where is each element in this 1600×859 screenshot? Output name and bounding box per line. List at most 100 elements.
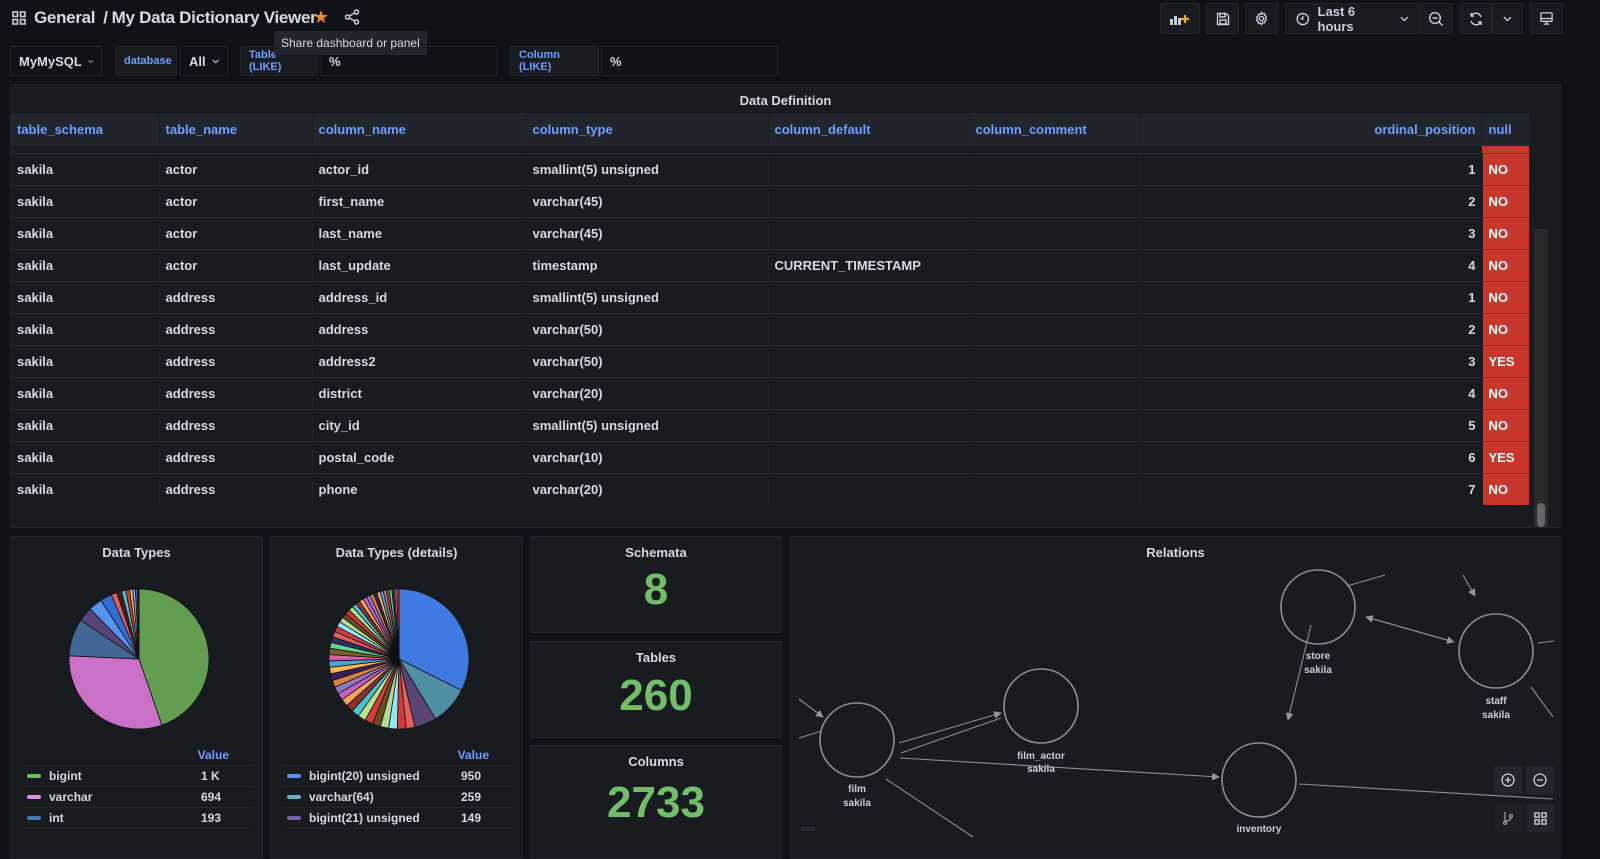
pie-slice[interactable] (137, 588, 140, 660)
time-range-picker[interactable]: Last 6 hours (1285, 3, 1420, 34)
relation-edge (898, 711, 1002, 744)
table-row[interactable]: sakila actor first_name varchar(45) 2 NO (11, 184, 1530, 217)
cell-column-name: address2 (312, 344, 527, 377)
cell-table-name: address (159, 472, 313, 505)
cell-table-schema: sakila (11, 152, 160, 185)
column-header[interactable]: table_schema (11, 113, 160, 146)
column-header[interactable]: table_name (159, 113, 313, 146)
table-row[interactable]: sakila actor last_name varchar(45) 3 NO (11, 216, 1530, 249)
cell-column-comment (969, 152, 1140, 185)
database-select[interactable]: All (180, 46, 228, 76)
chevron-down-icon (212, 58, 219, 63)
cell-column-type: smallint(5) unsigned (526, 152, 769, 185)
legend-item[interactable]: bigint(20) unsigned 950 (281, 766, 513, 787)
refresh-interval-dropdown[interactable] (1492, 3, 1523, 34)
legend-item[interactable]: int 193 (21, 808, 253, 829)
legend-value: 259 (461, 790, 482, 804)
relations-node-graph[interactable]: film sakila film_actor sakila store saki… (791, 537, 1561, 859)
cell-table-name: address (159, 440, 313, 473)
table-row[interactable]: sakila address district varchar(20) 4 NO (11, 376, 1530, 409)
table-row[interactable]: sakila actor actor_id smallint(5) unsigned 1… (11, 152, 1530, 185)
cell-column-default (768, 280, 970, 313)
legend-value: 950 (461, 769, 482, 783)
cell-column-name: district (312, 376, 527, 409)
layout-grid-button[interactable] (1526, 804, 1554, 832)
column-like-label: Column (LIKE) (510, 46, 599, 76)
spacer-cell (1482, 146, 1529, 153)
legend-item[interactable]: bigint(21) unsigned 149 (281, 808, 513, 829)
pie-slice[interactable] (138, 588, 210, 726)
breadcrumb-folder[interactable]: General (34, 8, 96, 27)
table-row[interactable]: sakila address address varchar(50) 2 NO (11, 312, 1530, 345)
node-label: film_actor (1017, 751, 1065, 762)
relation-node[interactable] (1221, 742, 1297, 818)
pie-slice[interactable] (396, 588, 400, 660)
legend-item[interactable]: varchar 694 (21, 787, 253, 808)
dashboard-title[interactable]: My Data Dictionary Viewer (111, 8, 317, 27)
column-like-input[interactable]: % (601, 46, 778, 76)
pie-slice[interactable] (68, 655, 163, 730)
table-scrollbar[interactable] (1534, 229, 1548, 527)
cell-column-type: varchar(50) (526, 312, 769, 345)
relation-edge (900, 717, 1002, 754)
legend-item[interactable]: bigint 1 K (21, 766, 253, 787)
table-row[interactable]: sakila address phone varchar(20) 7 NO (11, 472, 1530, 505)
column-header[interactable]: column_type (526, 113, 769, 146)
table-row[interactable]: sakila address address2 varchar(50) 3 YES (11, 344, 1530, 377)
data-types-pie-chart (68, 588, 210, 730)
refresh-icon (1470, 12, 1482, 25)
view-mode-button[interactable] (1530, 3, 1563, 34)
legend-item[interactable]: varchar(64) 259 (281, 787, 513, 808)
save-dashboard-button[interactable] (1206, 3, 1239, 34)
cell-table-name: actor (159, 184, 313, 217)
pie-slice[interactable] (398, 588, 470, 691)
layout-graph-button[interactable] (1494, 804, 1522, 832)
chevron-down-icon (88, 59, 93, 63)
relation-edge (1346, 574, 1386, 587)
add-panel-button[interactable] (1160, 3, 1200, 34)
relation-node[interactable] (1458, 613, 1534, 689)
cell-null: NO (1482, 312, 1530, 345)
column-header[interactable]: column_comment (969, 113, 1140, 146)
stat-value: 2733 (607, 778, 705, 827)
zoom-in-button[interactable] (1494, 766, 1522, 794)
relation-node[interactable] (819, 702, 895, 778)
table-row[interactable]: sakila address city_id smallint(5) unsigned… (11, 408, 1530, 441)
cell-column-name: address_id (312, 280, 527, 313)
relation-edge (885, 778, 974, 838)
share-tooltip: Share dashboard or panel (274, 31, 427, 55)
zoom-out-time-button[interactable] (1419, 3, 1453, 34)
table-row[interactable]: sakila address postal_code varchar(10) 6 YES (11, 440, 1530, 473)
cell-table-schema: sakila (11, 184, 160, 217)
apps-icon[interactable] (12, 11, 26, 25)
minimap-indicator (801, 827, 815, 831)
column-header[interactable]: ordinal_position (1139, 113, 1483, 146)
panel-title: Data Types (details) (335, 545, 458, 560)
legend-swatch (287, 774, 301, 778)
column-header[interactable]: null (1482, 113, 1530, 146)
zoom-out-button[interactable] (1526, 766, 1554, 794)
grid-icon (1533, 811, 1547, 825)
column-header[interactable]: column_name (312, 113, 527, 146)
relation-node[interactable] (1003, 668, 1079, 744)
cell-table-schema: sakila (11, 344, 160, 377)
cell-null: NO (1482, 248, 1530, 281)
relation-node[interactable] (1280, 569, 1356, 645)
column-header[interactable]: column_default (768, 113, 970, 146)
table-row[interactable]: sakila actor last_update timestamp CURRENT_T… (11, 248, 1530, 281)
star-icon[interactable]: ★ (313, 7, 330, 27)
legend-value-header[interactable]: Value (281, 742, 513, 766)
legend-swatch (27, 795, 41, 799)
cell-ordinal-position: 7 (1139, 472, 1483, 505)
scrollbar-thumb[interactable] (1537, 503, 1545, 527)
cell-column-comment (969, 184, 1140, 217)
datasource-select[interactable]: MyMySQL (10, 46, 102, 76)
cell-column-name: last_update (312, 248, 527, 281)
legend-value-header[interactable]: Value (21, 742, 253, 766)
tv-icon (1540, 12, 1553, 25)
share-icon[interactable] (344, 9, 360, 25)
table-row[interactable]: sakila address address_id smallint(5) unsig… (11, 280, 1530, 313)
refresh-button[interactable] (1460, 3, 1492, 34)
cell-null: NO (1482, 280, 1530, 313)
dashboard-settings-button[interactable] (1245, 3, 1278, 34)
